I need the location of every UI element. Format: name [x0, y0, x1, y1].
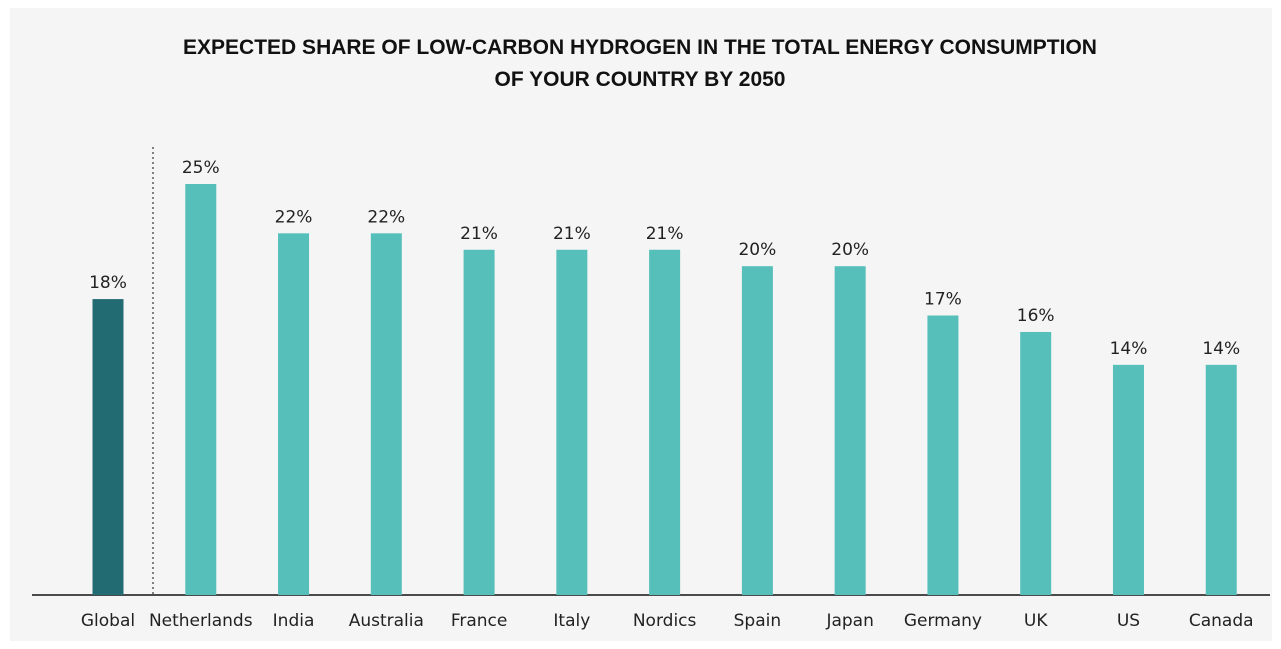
bar — [1112, 364, 1144, 595]
value-label: 14% — [1202, 339, 1240, 359]
x-tick-label: Netherlands — [149, 611, 253, 631]
bar — [1205, 364, 1237, 595]
bar — [927, 315, 959, 595]
bar — [649, 249, 681, 595]
value-label: 22% — [367, 207, 405, 227]
x-tick-label: Italy — [553, 611, 590, 631]
x-tick-label: UK — [1024, 611, 1048, 631]
bar — [278, 233, 310, 595]
bar — [1020, 331, 1052, 595]
bar — [556, 249, 588, 595]
value-label: 21% — [646, 224, 684, 244]
x-tick-label: France — [451, 611, 508, 631]
chart-title: EXPECTED SHARE OF LOW-CARBON HYDROGEN IN… — [183, 36, 1097, 91]
value-label: 21% — [553, 224, 591, 244]
bar — [463, 249, 495, 595]
bar — [370, 233, 402, 595]
x-tick-label: Germany — [904, 611, 982, 631]
x-tick-label: Australia — [349, 611, 424, 631]
value-label: 18% — [89, 273, 127, 293]
bar — [834, 266, 866, 595]
bar — [741, 266, 773, 595]
value-label: 20% — [831, 240, 869, 260]
x-tick-label: Global — [81, 611, 135, 631]
value-label: 20% — [738, 240, 776, 260]
value-label: 21% — [460, 224, 498, 244]
x-tick-label: Spain — [734, 611, 782, 631]
value-label: 17% — [924, 290, 962, 310]
value-label: 25% — [182, 158, 220, 178]
bar — [185, 184, 217, 595]
bar — [92, 299, 124, 595]
x-tick-label: India — [273, 611, 315, 631]
value-label: 16% — [1017, 306, 1055, 326]
value-label: 22% — [275, 207, 313, 227]
x-tick-label: Nordics — [633, 611, 697, 631]
x-tick-label: Japan — [825, 611, 873, 631]
x-tick-label: Canada — [1189, 611, 1254, 631]
value-label: 14% — [1110, 339, 1148, 359]
x-tick-label: US — [1117, 611, 1140, 631]
chart-panel — [10, 8, 1272, 641]
